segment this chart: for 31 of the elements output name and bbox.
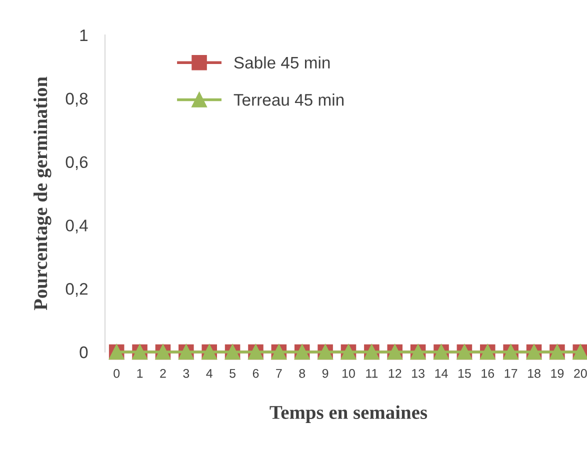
y-tick-label: 0,2: [66, 283, 88, 297]
x-tick-label: 4: [206, 369, 212, 378]
x-tick-label: 7: [276, 369, 282, 378]
x-tick-label: 5: [230, 369, 236, 378]
y-tick-label: 0,4: [66, 220, 88, 234]
x-tick-label: 10: [342, 368, 355, 378]
x-axis-title: Temps en semaines: [270, 405, 428, 423]
y-axis-title: Pourcentage de germination: [33, 76, 52, 310]
x-tick-label: 17: [504, 369, 518, 378]
x-tick-label: 9: [322, 368, 328, 378]
y-tick-label: 0: [80, 346, 88, 358]
x-tick-label: 0: [114, 368, 120, 378]
legend-label: Sable 45 min: [234, 56, 330, 69]
y-tick-label: 0,8: [66, 92, 88, 107]
x-tick-label: 11: [366, 369, 378, 378]
x-tick-label: 13: [412, 368, 424, 378]
y-tick-label: 1: [80, 30, 88, 42]
x-tick-label: 6: [252, 368, 259, 378]
x-tick-label: 12: [388, 368, 402, 378]
x-tick-label: 15: [458, 369, 471, 378]
x-tick-label: 20: [574, 368, 587, 378]
x-tick-label: 19: [551, 368, 564, 378]
x-tick-label: 16: [482, 368, 494, 378]
x-tick-label: 1: [137, 369, 143, 378]
y-tick-label: 0,6: [66, 156, 88, 170]
x-tick-label: 8: [299, 368, 306, 378]
x-tick-label: 14: [435, 369, 448, 378]
legend-label: Terreau 45 min: [234, 94, 344, 106]
x-tick-label: 2: [160, 368, 166, 378]
x-tick-label: 3: [183, 368, 190, 378]
x-tick-label: 18: [528, 368, 540, 378]
